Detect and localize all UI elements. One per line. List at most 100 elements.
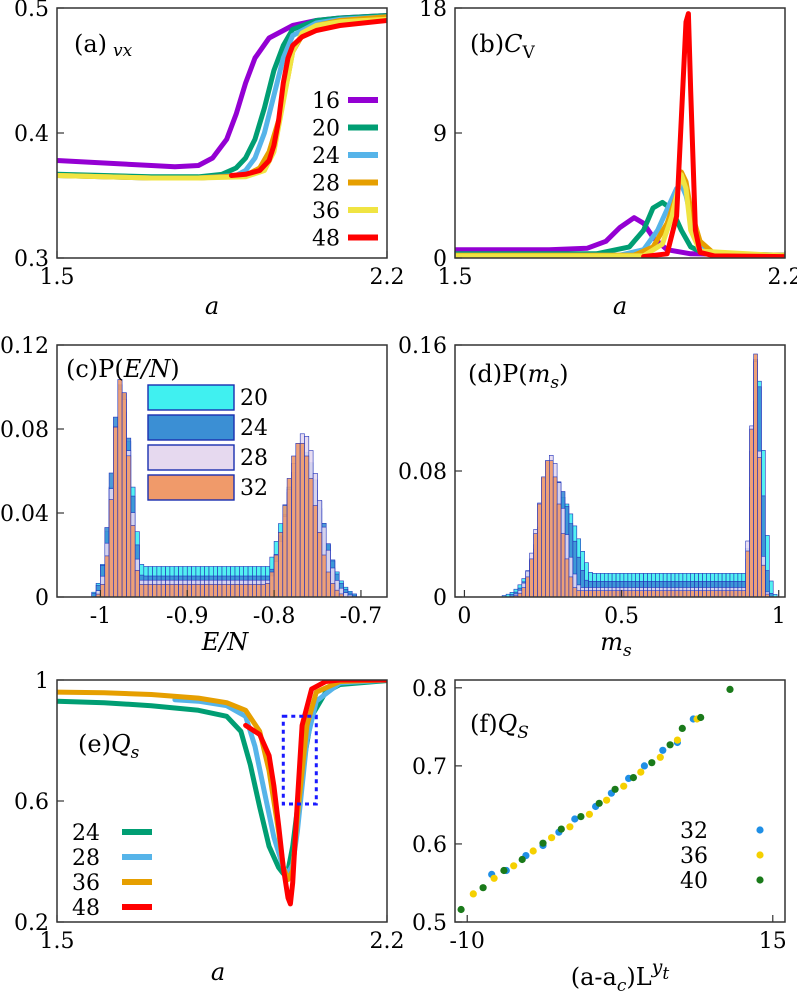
hist-bar bbox=[533, 533, 538, 597]
hist-bar bbox=[710, 590, 715, 597]
scatter-point bbox=[490, 874, 498, 882]
x-tick-label: -0.7 bbox=[340, 604, 382, 629]
hist-bar bbox=[761, 564, 766, 597]
hist-bar bbox=[702, 590, 707, 597]
legend-label-24: 24 bbox=[312, 144, 340, 169]
hist-bar bbox=[104, 555, 110, 597]
x-tick-label: 1.5 bbox=[438, 265, 473, 290]
series-line-16 bbox=[455, 215, 785, 258]
panel-f-frame bbox=[454, 679, 786, 923]
y-tick-label: 0.5 bbox=[412, 911, 447, 936]
hist-bar bbox=[643, 590, 648, 597]
hist-bar bbox=[334, 589, 340, 597]
hist-bar bbox=[655, 590, 660, 597]
hist-bar bbox=[139, 584, 145, 597]
hist-bar bbox=[607, 590, 613, 597]
hist-bar bbox=[749, 428, 754, 597]
legend-swatch-20 bbox=[147, 384, 235, 411]
hist-bar bbox=[173, 584, 179, 597]
x-tick-label: 2.2 bbox=[370, 265, 405, 290]
series-line-28 bbox=[455, 169, 785, 258]
scatter-point bbox=[656, 753, 664, 761]
hist-bar bbox=[165, 584, 171, 597]
legend-label-36: 36 bbox=[72, 871, 100, 896]
hist-bar bbox=[706, 590, 711, 597]
scatter-point bbox=[457, 905, 465, 914]
scatter-point bbox=[637, 768, 645, 776]
scatter-point bbox=[726, 685, 734, 694]
series-line-48 bbox=[641, 11, 785, 258]
panel-c-frame bbox=[56, 344, 388, 598]
hist-bar bbox=[187, 584, 192, 597]
hist-bar bbox=[156, 584, 162, 597]
panel-b-xlabel: a bbox=[613, 292, 627, 320]
hist-bar bbox=[592, 590, 597, 597]
x-tick-label: 2.2 bbox=[768, 265, 797, 290]
hist-bar bbox=[282, 505, 288, 597]
legend-label-36: 36 bbox=[680, 844, 708, 869]
legend-swatch-32 bbox=[147, 474, 235, 501]
panel-d-xlabel: ms bbox=[600, 628, 632, 661]
hist-bar bbox=[169, 584, 175, 597]
hist-bar bbox=[678, 590, 684, 597]
legend-marker-32 bbox=[756, 826, 764, 834]
hist-bar bbox=[733, 590, 739, 597]
y-tick-label: 0.08 bbox=[398, 460, 447, 485]
hist-bar bbox=[623, 590, 629, 597]
hist-bar bbox=[541, 476, 546, 597]
hist-bar bbox=[737, 590, 743, 597]
hist-bar bbox=[338, 593, 344, 597]
series-line-36 bbox=[455, 172, 785, 258]
scatter-point bbox=[697, 713, 705, 722]
scatter-point bbox=[648, 759, 656, 767]
legend-label-20: 20 bbox=[240, 386, 268, 411]
y-tick-label: 0.7 bbox=[412, 755, 447, 780]
hist-bar bbox=[321, 554, 327, 597]
legend-label-28: 28 bbox=[312, 172, 340, 197]
x-tick-label: 0.5 bbox=[604, 604, 639, 629]
legend-label-36: 36 bbox=[312, 199, 340, 224]
hist-bar bbox=[552, 476, 558, 597]
hist-bar bbox=[304, 455, 310, 597]
y-tick-label: 0.2 bbox=[14, 911, 49, 936]
panel-d: 0 0.5 1 0 0.08 0.16 (d)P(ms) ms bbox=[398, 334, 786, 661]
y-tick-label: 0.16 bbox=[398, 334, 447, 359]
hist-bar bbox=[545, 460, 550, 597]
y-tick-label: 0.8 bbox=[412, 677, 447, 702]
scatter-point bbox=[571, 815, 579, 823]
hist-bar bbox=[295, 442, 301, 597]
scatter-point bbox=[595, 799, 603, 807]
legend-label-20: 20 bbox=[312, 117, 340, 142]
hist-bar bbox=[713, 590, 719, 597]
hist-bar bbox=[564, 558, 570, 597]
hist-bar bbox=[596, 590, 601, 597]
hist-bar bbox=[568, 576, 574, 597]
hist-bar bbox=[221, 584, 227, 597]
hist-bar bbox=[580, 590, 585, 597]
hist-bar bbox=[600, 590, 605, 597]
scatter-point bbox=[479, 884, 487, 892]
y-tick-label: 0.6 bbox=[14, 790, 49, 815]
hist-bar bbox=[308, 478, 314, 597]
hist-bar bbox=[674, 590, 680, 597]
x-tick-label: 2.2 bbox=[370, 929, 405, 954]
y-tick-label: 0.08 bbox=[0, 418, 49, 443]
panel-f-xlabel: (a-ac)Lyt bbox=[571, 956, 670, 996]
y-tick-label: 18 bbox=[419, 0, 447, 22]
scatter-point bbox=[673, 736, 682, 744]
hist-bar bbox=[100, 583, 106, 597]
hist-bar bbox=[160, 584, 166, 597]
y-tick-label: 0 bbox=[433, 247, 447, 272]
scatter-point bbox=[529, 847, 537, 855]
legend-label-24: 24 bbox=[72, 821, 100, 846]
hist-bar bbox=[576, 590, 581, 597]
legend-marker-36 bbox=[756, 851, 764, 859]
y-tick-label: 0 bbox=[35, 586, 49, 611]
scatter-point bbox=[603, 796, 611, 804]
panel-a-xlabel: a bbox=[205, 292, 219, 320]
series-line-48 bbox=[243, 680, 387, 907]
